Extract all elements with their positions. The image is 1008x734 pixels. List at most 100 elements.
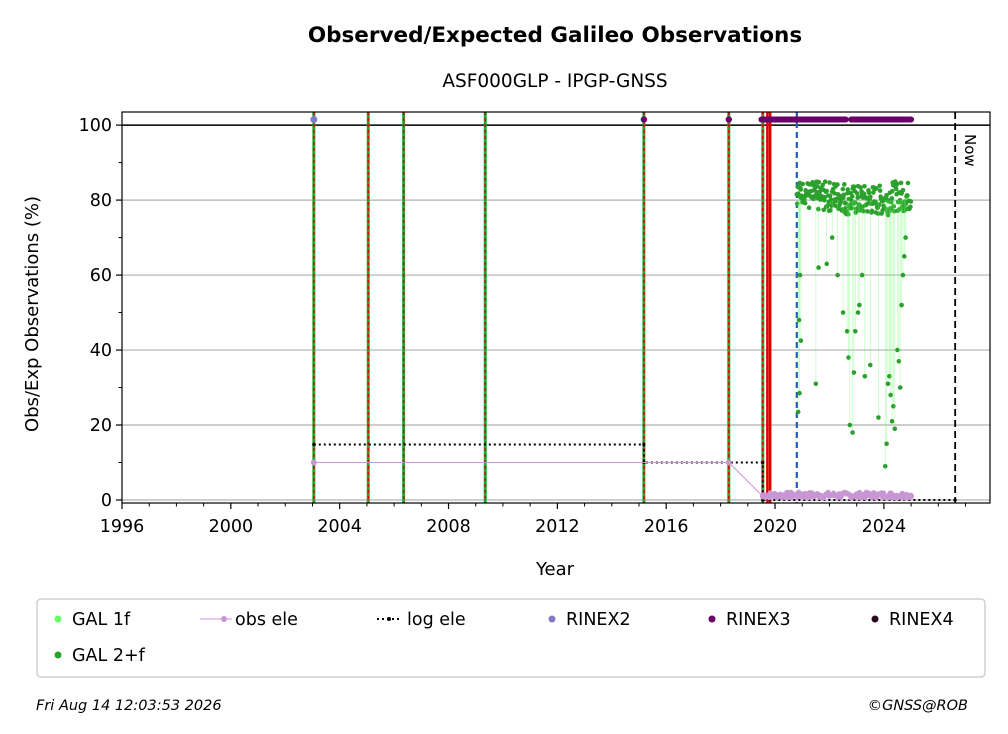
y-axis: 0 20 40 60 80 100 <box>79 116 122 511</box>
gal-2f-point <box>835 272 840 278</box>
gal-2f-point <box>849 193 855 199</box>
x-tick-label: 2020 <box>753 517 798 537</box>
gal-2f-point <box>802 200 808 206</box>
legend-marker <box>54 651 62 659</box>
gal-2f-point <box>796 317 802 323</box>
gal-2f-point <box>827 193 833 199</box>
gal-2f-point <box>889 196 895 201</box>
gal-2f-point <box>891 208 897 214</box>
rinex3-point <box>725 116 732 123</box>
gal-2f-point <box>857 302 862 308</box>
gal-2f-point <box>866 190 872 196</box>
gal-2f-point <box>800 181 805 187</box>
gal-2f-point <box>862 373 868 379</box>
gal-2f-point <box>869 208 875 214</box>
legend-label: RINEX4 <box>889 610 954 630</box>
gal-2f-point <box>876 202 882 207</box>
legend-label: RINEX3 <box>726 610 791 630</box>
gal-2f-point <box>859 272 865 278</box>
log-ele-point <box>642 442 646 447</box>
legend-marker <box>871 615 879 623</box>
chart-title: Observed/Expected Galileo Observations <box>308 23 802 48</box>
gal-2f-point <box>893 186 899 192</box>
legend-label: GAL 1f <box>72 610 131 630</box>
rinex2-point <box>310 115 318 123</box>
gal-2f-point <box>806 205 812 211</box>
gal-2f-point <box>835 182 840 187</box>
gal-2f-point <box>816 179 822 185</box>
y-tick-label: 80 <box>90 191 112 211</box>
gal-2f-point <box>822 195 828 200</box>
grid-lines <box>122 124 990 501</box>
gal-2f-point <box>820 182 826 188</box>
legend-label: RINEX2 <box>566 610 631 630</box>
plot-area: Now <box>121 111 991 504</box>
gal-2f-point <box>885 381 891 387</box>
gal-2f-point <box>824 188 829 194</box>
gal-2f-point <box>884 192 889 198</box>
legend-marker <box>221 616 227 622</box>
gal-2f-point <box>798 187 804 192</box>
gal-2f-point <box>840 186 846 192</box>
x-tick-label: 2012 <box>535 517 580 537</box>
event-lines <box>312 112 798 503</box>
legend-marker <box>54 615 62 623</box>
gal-2f-point <box>824 261 830 267</box>
gal-2f-point <box>873 186 879 191</box>
gal-2f-point <box>842 182 847 187</box>
gal-2f-point <box>843 201 849 206</box>
gal-2f-point <box>828 207 833 213</box>
gal-2f-point <box>850 430 855 435</box>
log-ele-line <box>313 443 956 502</box>
data-series <box>310 115 957 502</box>
gal-2f-point <box>855 310 861 315</box>
gal-2f-point <box>839 199 844 204</box>
x-axis-label: Year <box>535 559 575 580</box>
gal-2f-point <box>829 235 835 240</box>
gal-2f-point <box>884 441 889 447</box>
legend-marker <box>708 615 716 623</box>
chart-subtitle: ASF000GLP - IPGP-GNSS <box>442 71 667 92</box>
obs-ele-point <box>310 459 317 466</box>
gal-2f-point <box>849 205 855 211</box>
gal-2f-point <box>857 208 863 213</box>
now-label: Now <box>961 134 979 167</box>
gal-2f-point <box>797 390 802 396</box>
y-tick-label: 0 <box>101 491 112 511</box>
gal-2f-point <box>865 209 870 214</box>
gal-2f-point <box>851 370 857 375</box>
y-tick-label: 100 <box>79 116 112 136</box>
gal-2f-point <box>905 180 911 186</box>
gal-2f-point <box>797 272 803 278</box>
x-tick-label: 1996 <box>100 517 145 537</box>
legend-label: log ele <box>407 610 466 630</box>
gal-2f-point <box>816 265 821 270</box>
gal-2f-point <box>845 190 850 196</box>
gal-2f-point <box>840 310 846 315</box>
gal-2f-point <box>821 207 827 213</box>
x-tick-label: 2000 <box>209 517 254 537</box>
legend-label: GAL 2+f <box>72 646 146 666</box>
footer-copyright: ©GNSS@ROB <box>868 698 968 714</box>
log-ele-point <box>312 442 316 447</box>
gal-2f-point <box>888 199 894 205</box>
legend-marker <box>548 615 556 623</box>
gal-2f-point <box>903 201 909 206</box>
gal-2f-point <box>822 179 828 184</box>
gal-2f-point <box>901 254 907 259</box>
gal-2f-point <box>898 180 904 186</box>
obs-ele-point <box>881 490 887 496</box>
gal-2f-point <box>908 204 913 210</box>
gal-2f-point <box>903 235 908 240</box>
gal-2f-point <box>882 463 888 469</box>
legend: GAL 1f obs ele log ele RINEX2 RINEX3 RINEX4 GA… <box>36 598 986 678</box>
log-ele-point <box>761 460 765 465</box>
gal-2f-point <box>847 422 853 428</box>
gal-2f-point <box>858 185 863 190</box>
gal-2f-point <box>889 418 895 424</box>
gal-2f-point <box>854 191 860 196</box>
legend-box <box>36 598 986 678</box>
gal-2f-point <box>877 183 882 189</box>
gal-2f-point <box>877 188 883 193</box>
gal-2f-point <box>798 338 804 343</box>
